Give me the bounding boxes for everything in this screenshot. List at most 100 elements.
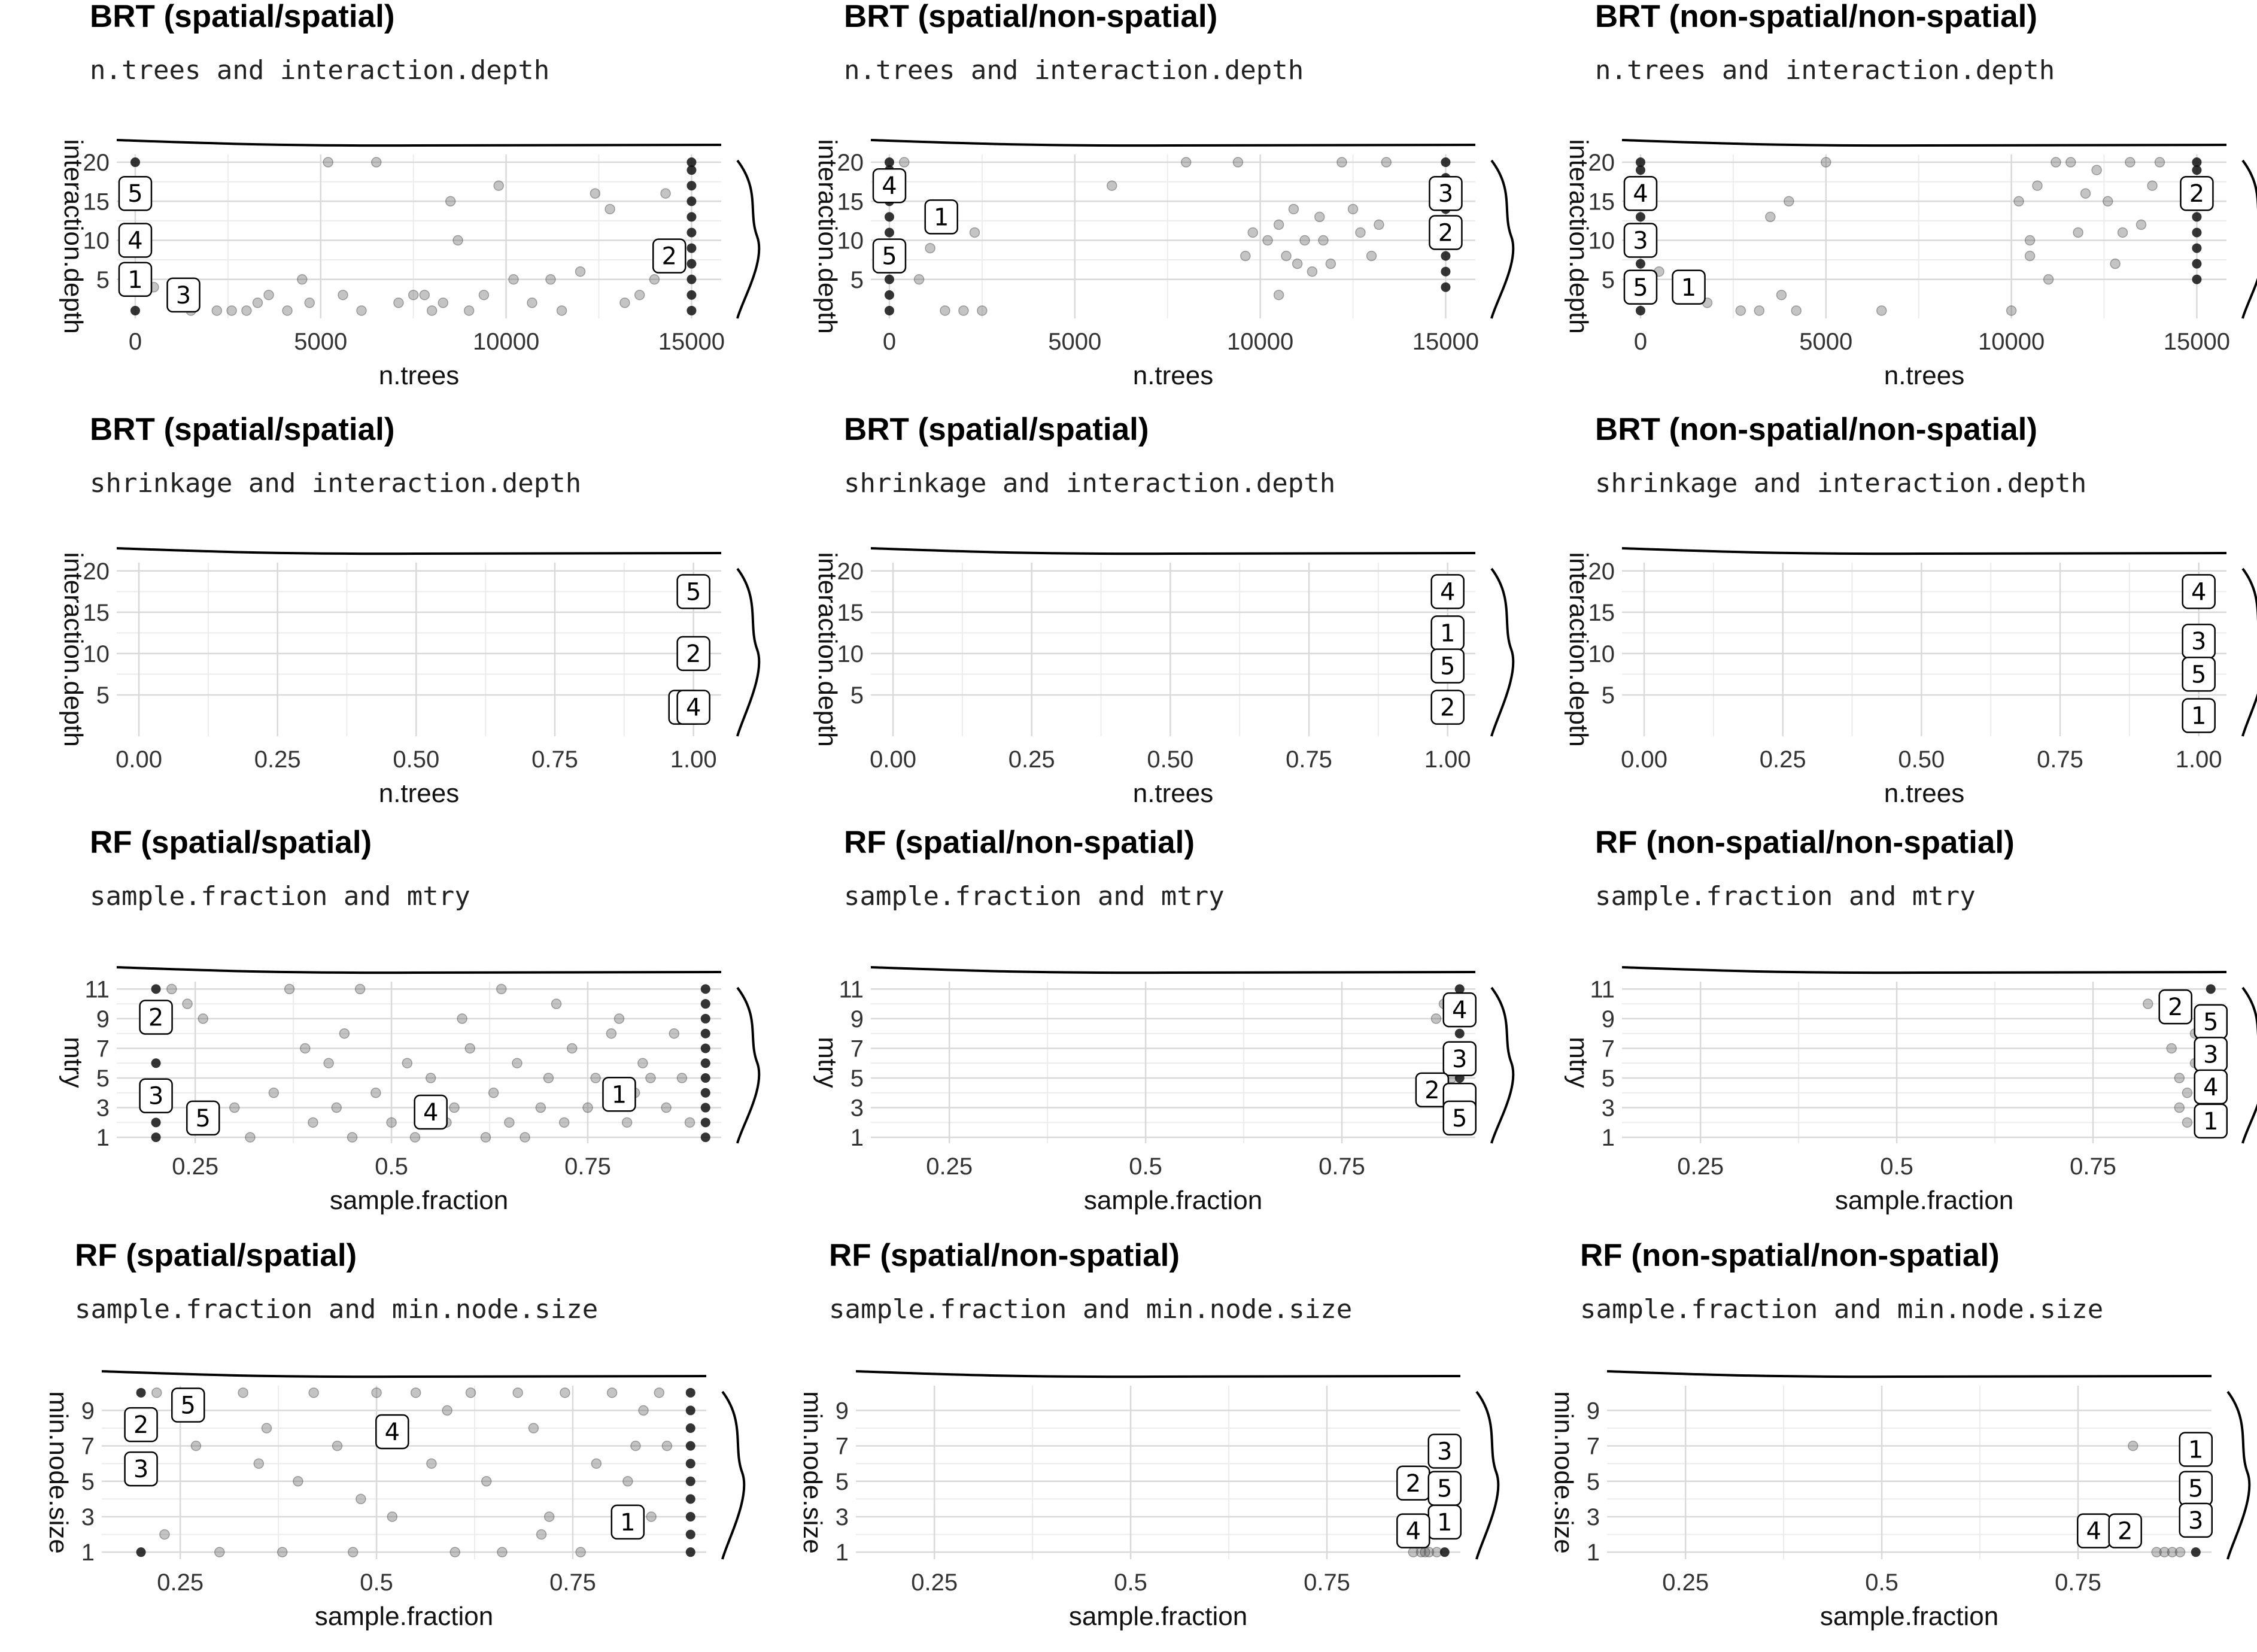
label-box [676, 574, 710, 609]
x-tick-label: 1.00 [1424, 746, 1471, 773]
x-tick-label: 0.25 [254, 746, 301, 773]
x-tick-label: 0.5 [1129, 1153, 1162, 1180]
point-label: 3 [1442, 1041, 1477, 1077]
data-point [1784, 196, 1794, 207]
data-point [2128, 1440, 2138, 1451]
label-box [676, 636, 710, 672]
x-tick-label: 0.5 [375, 1153, 408, 1180]
y-tick-label: 5 [850, 682, 864, 709]
point-label: 5 [1442, 1100, 1477, 1136]
data-point [582, 1102, 593, 1113]
chart-subtitle: sample.fraction and mtry [1595, 881, 1976, 912]
point-label: 2 [2158, 989, 2192, 1025]
label-text: 1 [1437, 1509, 1452, 1536]
data-point [638, 1405, 649, 1416]
data-point-highlight [686, 243, 697, 253]
data-point [1381, 157, 1392, 168]
chart-title: RF (spatial/spatial) [90, 825, 372, 860]
data-point-highlight [1635, 212, 1645, 222]
y-tick-label: 3 [1602, 1095, 1615, 1122]
label-text: 5 [2191, 661, 2206, 688]
data-point [419, 290, 430, 300]
data-point [1420, 1547, 1430, 1557]
label-text: 5 [1437, 1475, 1452, 1503]
label-text: 5 [2188, 1475, 2203, 1503]
data-point [284, 983, 295, 995]
data-point-highlight [700, 984, 710, 994]
x-tick-label: 0 [1634, 329, 1647, 355]
label-text: 2 [662, 243, 677, 271]
data-point [1299, 235, 1310, 246]
data-point [619, 297, 630, 308]
y-tick-label: 20 [837, 150, 864, 176]
data-point [464, 1043, 476, 1054]
y-tick-label: 1 [836, 1539, 849, 1566]
data-point [2006, 305, 2017, 316]
y-tick-label: 15 [83, 600, 110, 626]
data-point [449, 1102, 460, 1113]
y-tick-label: 10 [1588, 641, 1615, 667]
label-text: 2 [1440, 694, 1455, 722]
chart-title: BRT (non-spatial/non-spatial) [1595, 0, 2037, 34]
label-text: 4 [423, 1099, 438, 1126]
data-point [1374, 219, 1384, 230]
density-curve-top [870, 139, 1476, 147]
data-point [590, 1073, 601, 1083]
y-tick-label: 1 [81, 1539, 95, 1566]
data-point-highlight [2192, 157, 2202, 168]
data-point-highlight [1454, 1028, 1465, 1038]
point-label: 5 [2179, 1471, 2213, 1506]
data-point [977, 305, 988, 316]
data-point-highlight [151, 1117, 161, 1128]
data-point [496, 983, 507, 995]
label-box [1429, 215, 1463, 250]
data-point [1232, 157, 1244, 168]
label-text: 5 [686, 578, 701, 606]
data-point [1273, 219, 1284, 230]
chart-subtitle: n.trees and interaction.depth [844, 55, 1304, 86]
data-point [2151, 1547, 2162, 1557]
label-box [166, 277, 201, 313]
label-text: 5 [127, 180, 142, 208]
data-point [1791, 305, 1802, 316]
label-box [2108, 1513, 2142, 1548]
y-tick-label: 1 [1602, 1125, 1615, 1151]
label-text: 1 [2191, 702, 2206, 730]
data-point [457, 1013, 467, 1024]
data-point-highlight [685, 1441, 695, 1451]
data-point [2110, 258, 2121, 269]
data-point [646, 1511, 657, 1522]
chart-title: RF (spatial/non-spatial) [829, 1238, 1180, 1273]
data-point-highlight [685, 1476, 695, 1486]
data-point [277, 1547, 288, 1557]
data-point [508, 274, 519, 285]
point-label: 3 [2194, 1037, 2228, 1072]
x-axis-label: n.trees [1133, 779, 1214, 808]
label-box [652, 238, 686, 274]
data-point [198, 1013, 209, 1024]
data-point [190, 1440, 202, 1451]
data-point [409, 1132, 421, 1143]
x-tick-label: 0.00 [116, 746, 162, 773]
data-point [512, 1387, 523, 1398]
data-point-highlight [884, 227, 894, 238]
density-curve-top [101, 1370, 707, 1378]
y-tick-label: 5 [1602, 267, 1615, 293]
point-label: 3 [2179, 1502, 2213, 1538]
data-point [1273, 290, 1284, 300]
data-point-highlight [700, 1073, 710, 1083]
data-point [323, 1058, 334, 1068]
x-tick-label: 10000 [1978, 329, 2045, 355]
data-point [1325, 258, 1336, 269]
x-tick-label: 15000 [2164, 329, 2230, 355]
x-tick-label: 0.00 [870, 746, 916, 773]
data-point [899, 157, 910, 168]
density-curve-top [870, 966, 1476, 974]
label-box [872, 238, 907, 274]
label-box [1623, 223, 1658, 258]
label-text: 1 [612, 1081, 627, 1109]
y-tick-label: 9 [836, 1398, 849, 1424]
x-tick-label: 1.00 [670, 746, 717, 773]
label-box [1623, 175, 1658, 211]
